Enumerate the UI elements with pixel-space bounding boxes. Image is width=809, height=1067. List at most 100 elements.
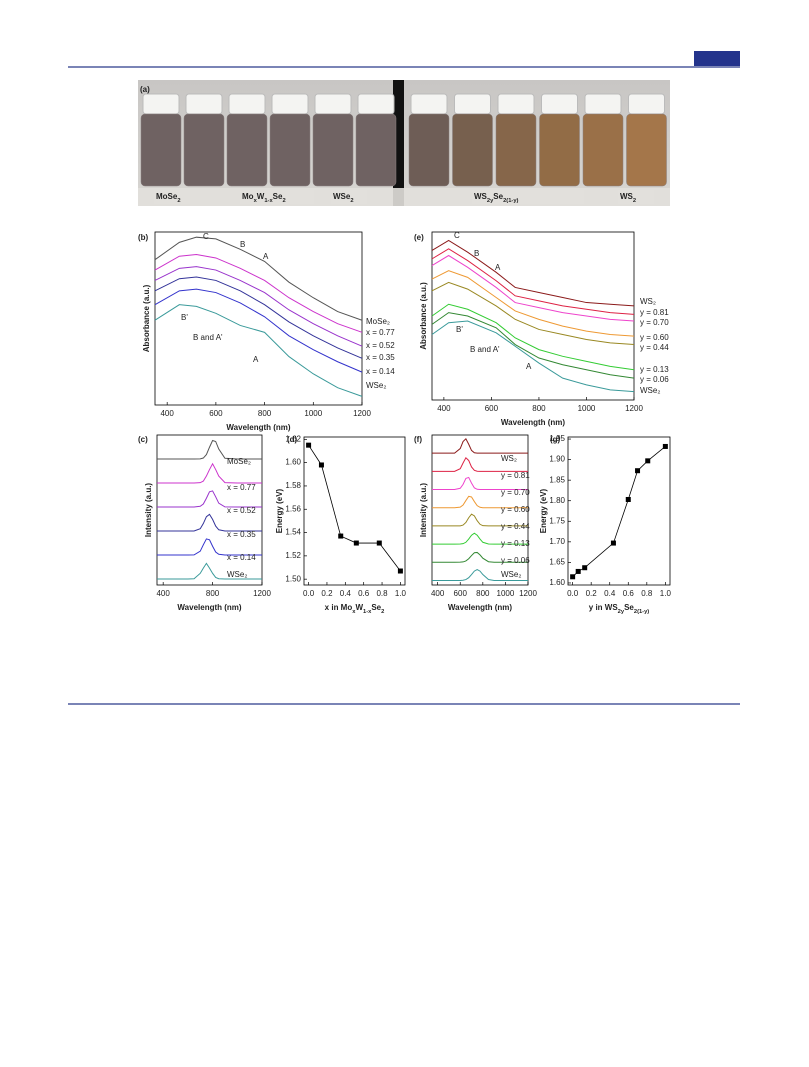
x-tick-label: 400 [437, 404, 451, 413]
y-tick-label: 1.80 [549, 496, 565, 505]
legend-label: y = 0.60 [501, 505, 530, 514]
vial-cap [628, 93, 665, 115]
photo-caption-part: WS [474, 192, 488, 201]
x-tick-label: 1200 [625, 404, 643, 413]
y-tick-label: 1.60 [285, 458, 301, 467]
header-tab [694, 51, 740, 66]
x-tick-label: 1200 [253, 589, 271, 598]
series-line [431, 270, 635, 337]
vial-body [495, 113, 537, 187]
legend-label: x = 0.52 [227, 506, 256, 515]
annotation: B [240, 240, 245, 249]
x-tick-label: 400 [156, 589, 170, 598]
series-line [154, 304, 363, 397]
panel-label: (a) [140, 85, 150, 94]
plot-frame [156, 434, 263, 586]
series-line [154, 276, 363, 359]
caption-backdrop [331, 190, 367, 204]
vial-body [452, 113, 493, 187]
y-tick-label: 1.70 [549, 537, 565, 546]
series-line [157, 538, 262, 556]
legend-label: WSe₂ [366, 381, 386, 390]
x-tick-label: 1.0 [395, 589, 407, 598]
legend-label: x = 0.35 [227, 530, 256, 539]
x-tick-label: 1000 [304, 409, 322, 418]
photo-caption: WS2ySe2(1-y) [474, 192, 519, 203]
x-tick-label: 0.6 [358, 589, 370, 598]
x-axis-label-part: x [352, 609, 356, 615]
series-line [157, 562, 262, 580]
x-axis-label: Wavelength (nm) [501, 418, 565, 427]
legend-label: x = 0.14 [366, 367, 395, 376]
y-tick-label: 1.60 [549, 578, 565, 587]
x-tick-label: 800 [476, 589, 490, 598]
vial-cap [357, 93, 395, 115]
vial-body [269, 113, 311, 187]
vial-body [355, 113, 397, 187]
photo-caption-part: W [257, 192, 265, 201]
series-line [154, 236, 363, 321]
caption-backdrop [472, 190, 584, 204]
photo-caption-part: Mo [242, 192, 254, 201]
photo-caption-part: WS [620, 192, 634, 201]
data-point [353, 540, 359, 546]
data-point [635, 468, 641, 474]
photo-caption-part: 2 [282, 198, 285, 204]
panel-label: (g) [550, 435, 561, 444]
y-axis-label: Intensity (a.u.) [144, 483, 153, 538]
legend-label: MoSe₂ [227, 457, 251, 466]
legend-label: y = 0.70 [640, 318, 669, 327]
vial-cap [271, 93, 309, 115]
vial-cap [454, 93, 491, 115]
y-axis-label: Energy (eV) [275, 488, 284, 533]
series-line [154, 253, 363, 333]
legend-label: WSe₂ [640, 386, 660, 395]
legend-label: y = 0.70 [501, 488, 530, 497]
data-point [306, 442, 312, 448]
series-line [432, 532, 528, 545]
vial-cap [142, 93, 180, 115]
series-line [432, 495, 528, 509]
x-tick-label: 800 [206, 589, 220, 598]
photo-caption: MoSe2 [156, 192, 181, 203]
series-line [431, 303, 635, 371]
vial-body [140, 113, 182, 187]
annotation: A [263, 252, 269, 261]
plot-frame [154, 231, 363, 406]
photo-caption: WSe2 [333, 192, 354, 203]
y-tick-label: 1.56 [285, 504, 301, 513]
legend-label: y = 0.81 [640, 308, 669, 317]
vial-body [312, 113, 354, 187]
vial-cap [228, 93, 266, 115]
series-line [157, 439, 262, 460]
annotation: B [474, 249, 479, 258]
y-tick-label: 1.75 [549, 516, 565, 525]
data-point [318, 462, 324, 468]
x-axis-label-part: W [355, 603, 363, 612]
chart-panel: (b) 400 600 800 1000 1200 Wavelength (nm) Absor… [138, 231, 395, 432]
x-tick-label: 400 [431, 589, 445, 598]
y-tick-label: 1.62 [285, 434, 301, 443]
series-line [432, 568, 528, 581]
caption-backdrop [618, 190, 654, 204]
x-tick-label: 1000 [578, 404, 596, 413]
data-point [610, 540, 616, 546]
y-tick-label: 1.95 [549, 434, 565, 443]
y-tick-label: 1.58 [285, 481, 301, 490]
vial-cap [185, 93, 223, 115]
legend-label: WS₂ [501, 454, 517, 463]
chart-panel: (g) 0.0 0.2 0.4 0.6 0.8 1.0 1.60 1.65 1.70 1.75 1.8… [539, 434, 671, 614]
legend-label: y = 0.06 [640, 375, 669, 384]
data-point [625, 496, 631, 502]
annotation: A [253, 355, 259, 364]
series-line [432, 551, 528, 563]
series-line [431, 312, 635, 379]
series-line [431, 239, 635, 307]
annotation: A [495, 263, 501, 272]
legend-label: WSe₂ [501, 570, 521, 579]
panel-label: (f) [414, 435, 422, 444]
series-line [432, 457, 528, 472]
legend-label: y = 0.44 [501, 522, 530, 531]
annotation: B and A' [470, 345, 500, 354]
